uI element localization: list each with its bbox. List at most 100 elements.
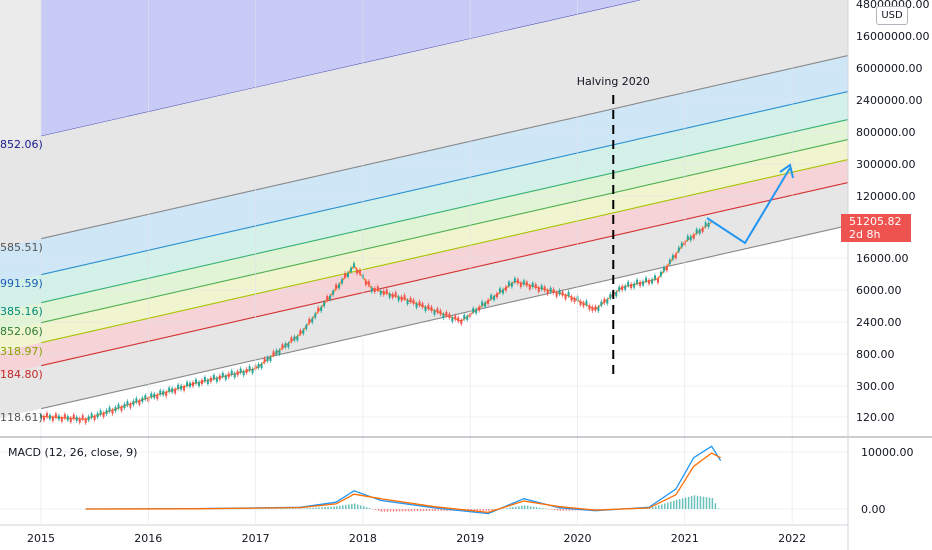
candle-body xyxy=(630,284,633,289)
candle-body xyxy=(180,385,183,390)
candle-body xyxy=(99,410,102,415)
signal-line xyxy=(85,452,721,514)
channel-line-2 xyxy=(40,90,848,276)
candle-body xyxy=(183,386,186,391)
candle-body xyxy=(478,306,481,311)
candle-body xyxy=(680,243,683,248)
candle-body xyxy=(230,370,233,375)
candle-body xyxy=(260,363,263,368)
candle-body xyxy=(472,308,475,313)
candle-body xyxy=(600,301,603,306)
candle-body xyxy=(78,418,81,423)
candle-body xyxy=(177,384,180,389)
candle-body xyxy=(499,288,502,293)
candle-body xyxy=(564,295,567,300)
candle-body xyxy=(171,388,174,393)
x-tick-label: 2018 xyxy=(349,532,377,545)
macd-histogram-bar xyxy=(351,503,353,509)
candle-body xyxy=(63,414,66,419)
candle-body xyxy=(221,372,224,377)
macd-histogram-bar xyxy=(652,507,654,509)
macd-histogram-bar xyxy=(312,507,314,509)
candle-body xyxy=(215,377,218,382)
candle-body xyxy=(355,269,358,274)
macd-histogram-bar xyxy=(253,508,255,510)
macd-histogram-bar xyxy=(232,508,234,510)
last-price-tag: 51205.82 2d 8h xyxy=(841,214,911,242)
candle-body xyxy=(338,284,341,289)
candle-body xyxy=(639,281,642,286)
candle-body xyxy=(141,397,144,402)
candle-body xyxy=(522,280,525,285)
y-tick-label: 2400.00 xyxy=(856,316,902,329)
candle-body xyxy=(349,267,352,272)
candle-body xyxy=(591,306,594,311)
x-tick-label: 2022 xyxy=(778,532,806,545)
candle-body xyxy=(111,409,114,414)
candle-body xyxy=(370,287,373,292)
macd-histogram-bar xyxy=(286,508,288,510)
macd-histogram-bar xyxy=(690,496,693,509)
y-tick-label: 48000000.00 xyxy=(856,0,929,11)
candle-body xyxy=(248,366,251,371)
candle-body xyxy=(558,290,561,295)
x-tick-label: 2019 xyxy=(456,532,484,545)
macd-histogram-bar xyxy=(491,509,493,511)
macd-histogram-bar xyxy=(303,508,305,509)
band-label-4: 852.06) xyxy=(0,325,43,338)
macd-y-tick: 0.00 xyxy=(861,503,886,516)
macd-histogram-bar xyxy=(667,502,669,509)
channel-band-2 xyxy=(0,91,848,312)
macd-histogram-bar xyxy=(470,509,472,511)
macd-histogram-bar xyxy=(550,509,553,510)
macd-histogram-bar xyxy=(500,508,502,510)
candle-body xyxy=(72,414,75,419)
candle-body xyxy=(382,290,385,295)
candle-body xyxy=(203,377,206,382)
x-tick-label: 2017 xyxy=(242,532,270,545)
candle-body xyxy=(537,287,540,292)
macd-histogram-bar xyxy=(473,509,475,511)
candle-body xyxy=(311,318,314,323)
candle-body xyxy=(266,357,269,362)
macd-histogram-bar xyxy=(512,507,514,509)
macd-histogram-bar xyxy=(280,508,282,510)
candle-body xyxy=(689,236,692,241)
candle-body xyxy=(424,307,427,312)
candle-body xyxy=(269,357,272,362)
candle-body xyxy=(129,403,132,408)
y-tick-label: 300000.00 xyxy=(856,158,916,171)
macd-histogram-bar xyxy=(425,509,428,511)
macd-histogram-bar xyxy=(283,508,285,510)
macd-histogram-bar xyxy=(362,506,365,509)
main-pane xyxy=(0,0,848,425)
candle-body xyxy=(481,301,484,306)
candle-body xyxy=(603,298,606,303)
candle-body xyxy=(87,416,90,421)
macd-histogram-bar xyxy=(274,508,276,510)
macd-histogram-bar xyxy=(547,509,550,510)
currency-button[interactable]: USD xyxy=(876,6,908,25)
band-label-5: 318.97) xyxy=(0,345,43,358)
candle-body xyxy=(513,278,516,283)
candle-body xyxy=(507,281,510,286)
macd-histogram-bar xyxy=(342,505,344,509)
macd-line xyxy=(85,445,722,515)
band-label-2: 991.59) xyxy=(0,277,43,290)
candle-body xyxy=(123,403,126,408)
candle-body xyxy=(60,417,63,422)
candle-body xyxy=(290,337,293,342)
candle-body xyxy=(707,222,710,227)
macd-histogram-bar xyxy=(532,506,535,509)
candle-body xyxy=(451,317,454,322)
candle-body xyxy=(192,382,195,387)
macd-histogram-bar xyxy=(559,509,562,511)
halving-label: Halving 2020 xyxy=(577,75,650,88)
candle-body xyxy=(653,275,656,280)
macd-legend: MACD (12, 26, close, 9) xyxy=(8,446,137,459)
macd-histogram-bar xyxy=(295,508,297,510)
macd-histogram-bar xyxy=(661,504,663,509)
candle-body xyxy=(615,292,618,297)
